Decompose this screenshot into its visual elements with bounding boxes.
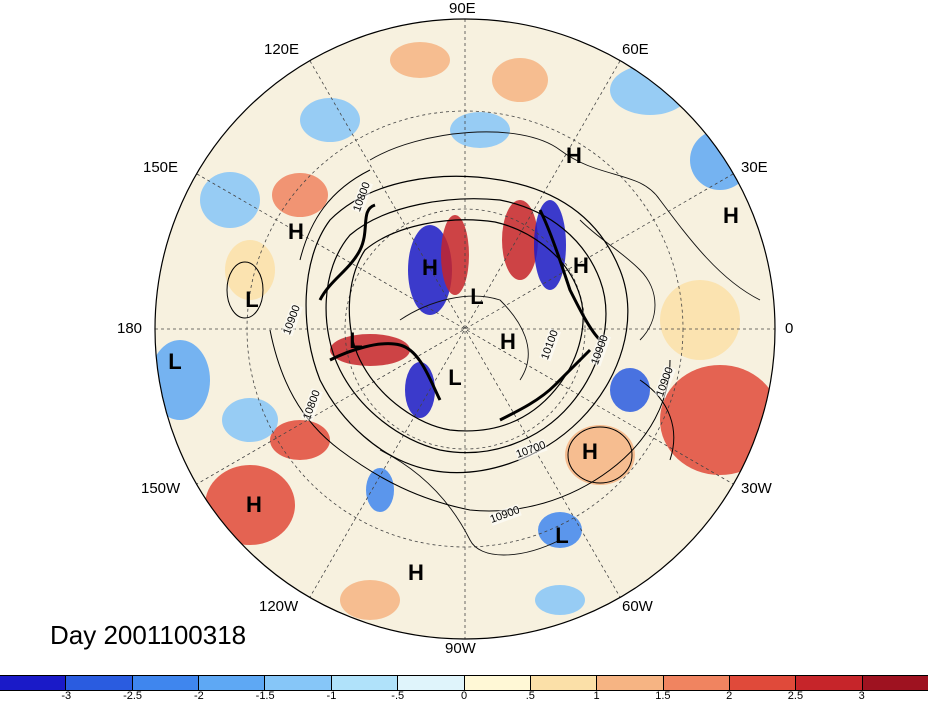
graticule bbox=[155, 19, 775, 639]
anomaly-patch bbox=[535, 585, 585, 615]
colorbar-swatch bbox=[132, 676, 200, 690]
anomaly-patch bbox=[610, 65, 690, 115]
colorbar-tick-label: 2 bbox=[726, 690, 733, 702]
high-pressure-marker: H bbox=[288, 219, 304, 244]
anomaly-patch bbox=[366, 468, 394, 512]
anomaly-field bbox=[155, 19, 775, 639]
anomaly-patch bbox=[534, 200, 566, 290]
anomaly-patch bbox=[330, 334, 410, 366]
high-pressure-marker: H bbox=[723, 203, 739, 228]
map-title: Day 2001100318 bbox=[50, 620, 247, 650]
high-pressure-marker: H bbox=[573, 253, 589, 278]
anomaly-patch bbox=[565, 425, 635, 485]
high-pressure-marker: H bbox=[566, 143, 582, 168]
anomaly-patch bbox=[450, 112, 510, 148]
low-pressure-marker: L bbox=[349, 328, 363, 353]
anomaly-patch bbox=[390, 42, 450, 78]
lon-label-120e: 120E bbox=[264, 41, 300, 58]
colorbar-swatch bbox=[66, 676, 133, 690]
anomaly-patch bbox=[200, 172, 260, 228]
anomaly-patch bbox=[408, 225, 452, 315]
colorbar-swatch bbox=[597, 676, 664, 690]
colorbar bbox=[0, 675, 928, 691]
colorbar-tick-label: 1 bbox=[593, 690, 600, 702]
high-pressure-marker: H bbox=[500, 329, 516, 354]
lon-label-60w: 60W bbox=[622, 598, 653, 615]
colorbar-tick-label: -3 bbox=[61, 690, 72, 702]
anomaly-patch bbox=[205, 465, 295, 545]
anomaly-patch bbox=[441, 215, 469, 295]
colorbar-tick-label: 3 bbox=[858, 690, 865, 702]
colorbar-swatch bbox=[862, 676, 928, 690]
lon-label-180: 180 bbox=[117, 320, 143, 337]
lon-label-0: 0 bbox=[785, 320, 794, 337]
lon-label-150e: 150E bbox=[143, 159, 179, 176]
colorbar-swatch bbox=[199, 676, 266, 690]
colorbar-tick-label: -2 bbox=[193, 690, 204, 702]
lon-label-30e: 30E bbox=[741, 159, 768, 176]
anomaly-patch bbox=[502, 200, 538, 280]
high-pressure-marker: H bbox=[582, 439, 598, 464]
anomaly-patch bbox=[610, 368, 650, 412]
colorbar-swatch bbox=[0, 676, 67, 690]
anomaly-patch bbox=[405, 362, 435, 418]
anomaly-patch bbox=[340, 580, 400, 620]
lon-label-30w: 30W bbox=[741, 480, 772, 497]
anomaly-patch bbox=[222, 398, 278, 442]
colorbar-swatch bbox=[796, 676, 863, 690]
colorbar-swatch bbox=[265, 676, 332, 690]
high-pressure-marker: H bbox=[246, 492, 262, 517]
height-contours bbox=[226, 169, 675, 512]
colorbar-swatch bbox=[331, 676, 399, 690]
colorbar-tick-label: -2.5 bbox=[123, 690, 143, 702]
low-pressure-marker: L bbox=[245, 287, 259, 312]
coastlines bbox=[369, 131, 761, 556]
colorbar-swatch bbox=[663, 676, 730, 690]
colorbar-tick-label: .5 bbox=[525, 690, 535, 702]
lon-label-150w: 150W bbox=[141, 480, 181, 497]
colorbar-swatch bbox=[729, 676, 797, 690]
colorbar-tick-label: 0 bbox=[460, 690, 468, 702]
colorbar-swatch bbox=[464, 676, 531, 690]
colorbar-tick-label: 1.5 bbox=[655, 690, 671, 702]
anomaly-patch bbox=[155, 340, 210, 420]
lon-label-90e: 90E bbox=[449, 0, 476, 17]
anomaly-patch bbox=[538, 512, 582, 548]
anomaly-patch bbox=[270, 420, 330, 460]
anomaly-patch bbox=[660, 280, 740, 360]
anomaly-patch bbox=[272, 173, 328, 217]
colorbar-swatch bbox=[398, 676, 465, 690]
colorbar-tick-label: 2.5 bbox=[787, 690, 804, 702]
colorbar-swatch bbox=[530, 676, 598, 690]
low-pressure-marker: L bbox=[470, 284, 484, 309]
colorbar-tick-label: -1.5 bbox=[255, 690, 275, 702]
colorbar-tick-label: -.5 bbox=[391, 690, 405, 702]
lon-label-90w: 90W bbox=[445, 640, 476, 657]
low-pressure-marker: L bbox=[168, 349, 182, 374]
low-pressure-marker: L bbox=[448, 365, 462, 390]
low-pressure-marker: L bbox=[555, 523, 569, 548]
anomaly-patch bbox=[300, 98, 360, 142]
colorbar-tick-label: -1 bbox=[326, 690, 337, 702]
lon-label-120w: 120W bbox=[259, 598, 299, 615]
high-pressure-marker: H bbox=[422, 255, 438, 280]
anomaly-patch bbox=[660, 365, 775, 475]
high-pressure-marker: H bbox=[408, 560, 424, 585]
anomaly-patch bbox=[492, 58, 548, 102]
lon-label-60e: 60E bbox=[622, 41, 649, 58]
